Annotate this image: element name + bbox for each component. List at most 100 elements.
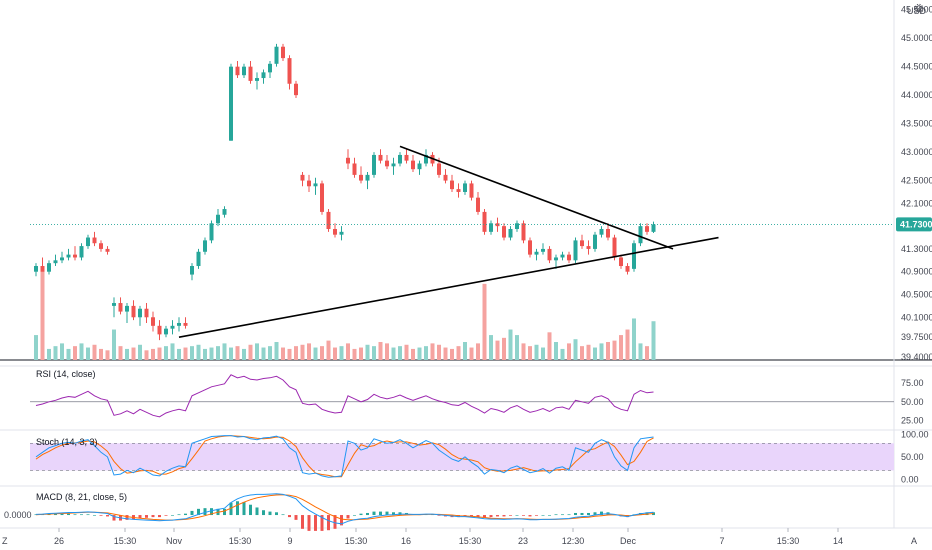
price-axis[interactable]: 45.5000 45.0000 44.5000 44.0000 43.5000 43.00… — [30, 5, 932, 362]
candle-body[interactable] — [222, 209, 227, 215]
candle-body[interactable] — [365, 174, 370, 181]
candle-body[interactable] — [313, 183, 318, 187]
candle-body[interactable] — [437, 163, 441, 175]
candle-body[interactable] — [398, 154, 402, 164]
candle-body[interactable] — [164, 328, 168, 335]
candle-body[interactable] — [352, 163, 357, 175]
candle-body[interactable] — [417, 163, 422, 170]
candle-body[interactable] — [34, 266, 38, 272]
trendline-drawings[interactable] — [178, 145, 719, 339]
candle-body[interactable] — [372, 154, 376, 175]
candle-body[interactable] — [456, 189, 461, 192]
candle-body[interactable] — [346, 157, 350, 164]
candle-body[interactable] — [612, 237, 617, 258]
candle-body[interactable] — [92, 237, 97, 244]
candle-body[interactable] — [268, 63, 272, 73]
candle-body[interactable] — [99, 243, 103, 249]
candle-body[interactable] — [599, 228, 604, 235]
candle-body[interactable] — [73, 254, 77, 258]
candle-body[interactable] — [79, 246, 84, 258]
candle-body[interactable] — [177, 322, 181, 326]
candle-body[interactable] — [528, 240, 532, 255]
candle-body[interactable] — [118, 303, 123, 312]
candle-body[interactable] — [359, 174, 363, 181]
trendline-upper[interactable] — [399, 145, 674, 250]
candle-body[interactable] — [138, 308, 142, 318]
candle-body[interactable] — [242, 66, 246, 76]
candle-body[interactable] — [476, 197, 480, 212]
candle-body[interactable] — [281, 46, 285, 59]
candle-body[interactable] — [378, 154, 383, 161]
candle-body[interactable] — [508, 228, 513, 238]
candle-body[interactable] — [515, 223, 519, 229]
candle-body[interactable] — [495, 223, 500, 227]
candle-body[interactable] — [554, 257, 558, 261]
candle-body[interactable] — [294, 83, 298, 96]
candle-body[interactable] — [300, 174, 305, 181]
zoom-button[interactable]: Z — [2, 536, 8, 546]
candle-body[interactable] — [255, 78, 259, 81]
candle-body[interactable] — [170, 325, 175, 329]
rsi-pane[interactable]: 75.00 50.00 25.00 — [30, 374, 924, 426]
candle-body[interactable] — [391, 163, 396, 167]
candle-body[interactable] — [638, 226, 643, 244]
candle-body[interactable] — [47, 263, 51, 272]
price-candles[interactable] — [34, 43, 656, 341]
candle-body[interactable] — [450, 180, 454, 190]
candle-body[interactable] — [443, 174, 448, 181]
candle-body[interactable] — [320, 183, 324, 212]
candle-body[interactable] — [586, 246, 591, 249]
stoch-pane[interactable]: 100.00 50.00 0.00 — [30, 429, 929, 484]
candle-body[interactable] — [261, 72, 266, 79]
candle-body[interactable] — [216, 214, 220, 224]
auto-scale-button[interactable]: A — [911, 536, 917, 546]
candle-body[interactable] — [53, 260, 58, 264]
macd-pane[interactable]: 0.0000 — [4, 493, 655, 531]
candle-body[interactable] — [469, 183, 474, 198]
candle-body[interactable] — [645, 226, 649, 232]
candle-body[interactable] — [229, 66, 233, 141]
candle-body[interactable] — [489, 223, 493, 232]
candle-body[interactable] — [547, 248, 552, 261]
candle-body[interactable] — [411, 160, 415, 170]
candle-body[interactable] — [573, 240, 578, 261]
time-axis[interactable]: 26 15:30 Nov 15:30 9 15:30 16 15:30 23 12:30 Dec 7 1… — [54, 528, 843, 546]
candle-body[interactable] — [651, 224, 656, 232]
candle-body[interactable] — [131, 305, 136, 318]
candle-body[interactable] — [606, 228, 610, 238]
candle-body[interactable] — [248, 66, 253, 81]
candle-body[interactable] — [593, 234, 597, 249]
candle-body[interactable] — [567, 254, 571, 261]
candle-body[interactable] — [112, 303, 116, 306]
candle-body[interactable] — [209, 223, 214, 241]
candle-body[interactable] — [105, 248, 110, 252]
candle-body[interactable] — [144, 308, 149, 318]
candle-body[interactable] — [86, 237, 90, 247]
candle-body[interactable] — [157, 325, 162, 335]
candle-body[interactable] — [40, 266, 45, 272]
candle-body[interactable] — [385, 160, 389, 167]
candle-body[interactable] — [541, 248, 545, 252]
candle-body[interactable] — [560, 254, 565, 258]
gear-icon[interactable] — [914, 3, 924, 13]
candle-body[interactable] — [183, 322, 188, 326]
candle-body[interactable] — [463, 183, 467, 192]
candle-body[interactable] — [424, 154, 428, 164]
candle-body[interactable] — [274, 46, 279, 64]
candle-body[interactable] — [326, 211, 331, 229]
candle-body[interactable] — [333, 228, 337, 235]
candle-body[interactable] — [60, 257, 64, 261]
candle-body[interactable] — [125, 305, 129, 312]
candle-body[interactable] — [339, 231, 344, 235]
candle-body[interactable] — [534, 251, 539, 255]
candle-body[interactable] — [632, 243, 636, 269]
candle-body[interactable] — [521, 223, 526, 241]
candle-body[interactable] — [502, 226, 506, 238]
candle-body[interactable] — [203, 240, 207, 252]
trendline-lower[interactable] — [178, 236, 719, 339]
candle-body[interactable] — [66, 254, 71, 258]
candle-body[interactable] — [151, 317, 155, 326]
candle-body[interactable] — [404, 154, 409, 161]
candle-body[interactable] — [580, 240, 584, 247]
